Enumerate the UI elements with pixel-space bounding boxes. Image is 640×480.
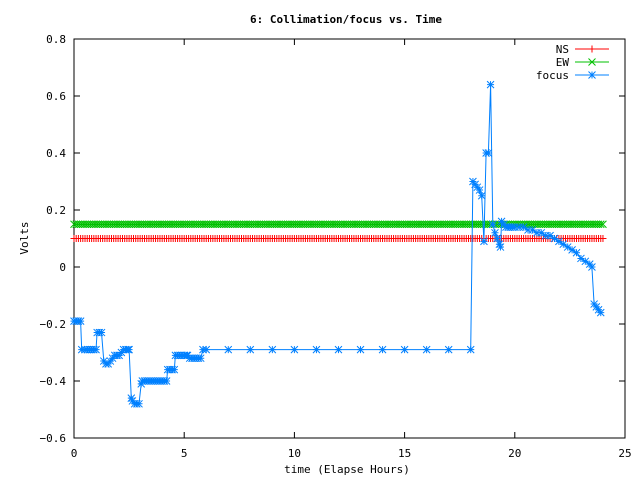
data-point	[76, 317, 85, 326]
data-point	[599, 220, 607, 229]
x-tick-label: 5	[181, 447, 188, 460]
data-point	[491, 228, 499, 237]
data-point	[493, 234, 502, 243]
axis-ticks: 0 5 10 15 20 25 −0.6 −0.4 −0.2 0 0.2 0.4 0.6 0.8	[40, 33, 632, 460]
x-axis-label: time (Elapse Hours)	[284, 463, 410, 476]
data-point	[97, 328, 106, 337]
x-tick-label: 25	[618, 447, 631, 460]
legend-label: focus	[536, 69, 569, 82]
data-point	[400, 345, 409, 354]
data-point	[125, 345, 133, 354]
data-point	[356, 345, 365, 354]
data-point	[588, 58, 596, 66]
data-point	[202, 345, 211, 354]
data-point	[488, 220, 497, 229]
data-point	[555, 237, 563, 246]
data-point	[170, 365, 179, 374]
data-point	[537, 228, 546, 237]
legend-label: NS	[556, 43, 569, 56]
data-point	[546, 231, 554, 240]
data-point	[162, 377, 171, 385]
data-point	[572, 248, 581, 257]
data-point	[532, 228, 541, 237]
data-point	[563, 243, 572, 251]
data-point	[596, 308, 605, 317]
data-point	[528, 226, 537, 234]
chart-title: 6: Collimation/focus vs. Time	[250, 13, 442, 26]
y-axis-label: Volts	[18, 221, 31, 254]
x-tick-label: 20	[508, 447, 521, 460]
series-ns	[70, 235, 607, 242]
data-point	[422, 345, 431, 354]
data-point	[334, 345, 343, 354]
x-tick-label: 10	[288, 447, 301, 460]
x-tick-label: 0	[71, 447, 78, 460]
data-point	[196, 354, 205, 363]
data-point	[577, 254, 585, 263]
y-tick-label: 0.6	[46, 90, 66, 103]
data-point	[568, 246, 576, 254]
data-point	[588, 263, 596, 271]
data-point	[599, 235, 607, 242]
data-point	[484, 149, 493, 157]
data-point	[224, 345, 233, 354]
series-layer	[70, 80, 607, 408]
data-point	[466, 345, 475, 354]
y-tick-label: 0	[59, 261, 66, 274]
y-tick-label: 0.4	[46, 147, 66, 160]
data-point	[475, 186, 484, 194]
y-tick-label: 0.2	[46, 204, 66, 217]
data-point	[495, 240, 504, 249]
data-point	[477, 191, 486, 200]
data-point	[378, 345, 387, 354]
y-tick-label: −0.4	[40, 375, 67, 388]
data-point	[312, 345, 321, 354]
data-point	[550, 234, 559, 243]
y-tick-label: 0.8	[46, 33, 66, 46]
data-point	[92, 345, 100, 354]
data-point	[519, 223, 528, 231]
data-point	[246, 345, 255, 354]
series-line	[74, 84, 602, 405]
data-point	[596, 220, 605, 229]
data-point	[127, 394, 136, 402]
series-focus	[70, 80, 605, 408]
data-point	[588, 71, 596, 79]
data-point	[268, 345, 277, 354]
data-point	[510, 223, 519, 231]
data-point	[588, 45, 596, 53]
data-point	[559, 240, 568, 249]
data-point	[541, 231, 550, 240]
data-point	[524, 226, 532, 234]
y-tick-label: −0.6	[40, 432, 67, 445]
data-point	[486, 80, 495, 89]
data-point	[496, 243, 505, 251]
data-point	[135, 399, 143, 408]
x-tick-label: 15	[398, 447, 411, 460]
data-point	[444, 345, 453, 354]
data-point	[515, 223, 524, 231]
y-tick-label: −0.2	[40, 318, 67, 331]
data-point	[290, 345, 299, 354]
legend-label: EW	[556, 56, 570, 69]
data-point	[581, 257, 590, 266]
data-point	[480, 237, 488, 246]
